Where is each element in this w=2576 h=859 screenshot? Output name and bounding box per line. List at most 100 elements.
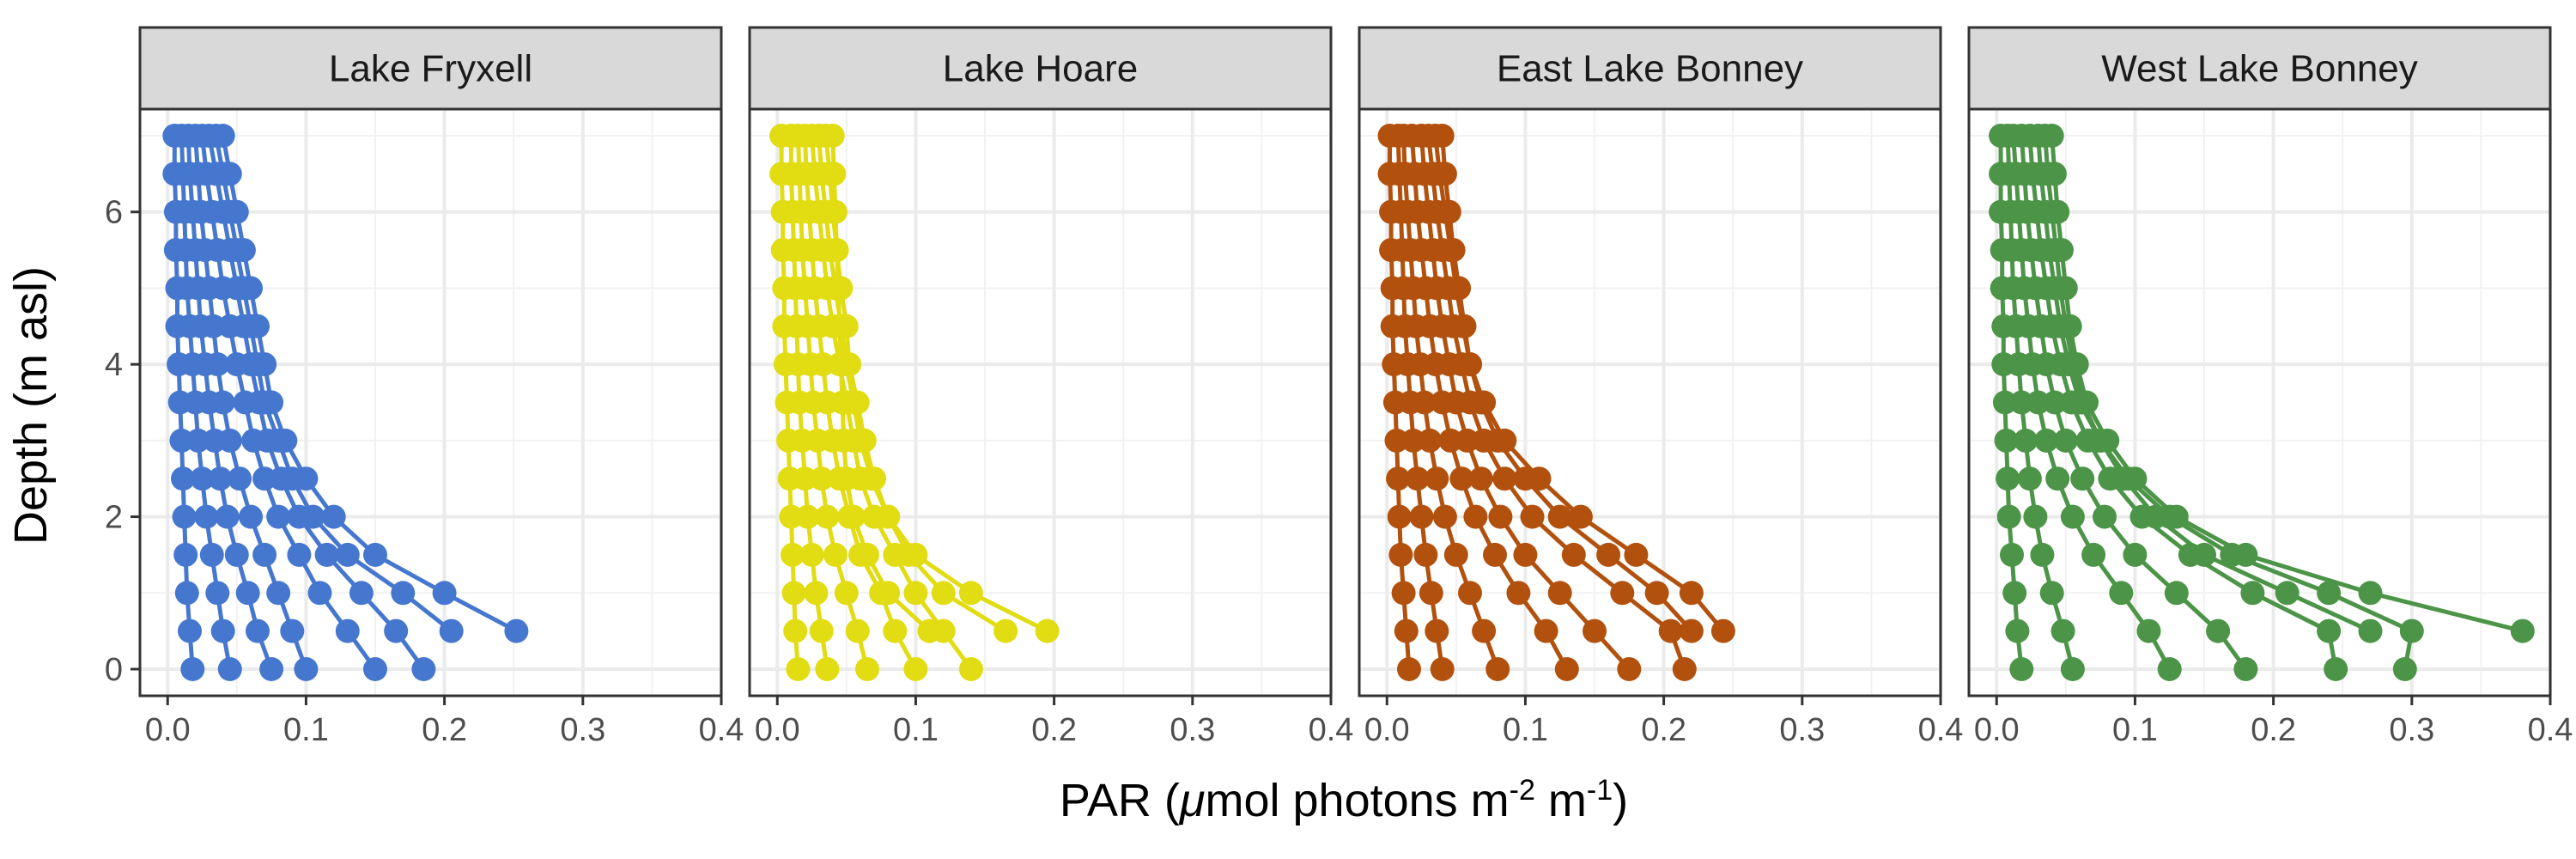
- data-point: [201, 314, 226, 338]
- data-point: [1624, 542, 1649, 567]
- series-group: [769, 124, 1060, 681]
- panel-1: Lake Hoare 0.0 0.1 0.2 0.3 0.4: [748, 26, 1353, 748]
- panel-strip: [1967, 26, 2552, 111]
- data-point: [781, 581, 806, 606]
- data-point: [1394, 618, 1419, 643]
- x-tick-label: 0.0: [1974, 712, 2020, 748]
- data-point: [2109, 581, 2134, 606]
- x-tick-label: 0.0: [145, 712, 191, 748]
- data-point: [228, 466, 252, 491]
- data-point: [2164, 504, 2189, 529]
- data-point: [841, 504, 866, 529]
- x-tick-label: 0.1: [893, 712, 939, 748]
- data-point: [210, 618, 235, 643]
- data-point: [2030, 542, 2055, 567]
- data-point: [2034, 428, 2059, 453]
- data-point: [252, 466, 277, 491]
- data-point: [1679, 618, 1704, 643]
- data-point: [903, 581, 928, 606]
- x-tick-label: 0.1: [1503, 712, 1548, 748]
- data-point: [1710, 618, 1735, 643]
- data-point: [224, 542, 249, 567]
- data-point: [301, 504, 325, 529]
- data-point: [1485, 657, 1510, 681]
- data-point: [2042, 161, 2067, 186]
- data-point: [2233, 657, 2258, 681]
- data-point: [1425, 466, 1449, 491]
- data-point: [852, 428, 877, 453]
- data-point: [1437, 199, 1461, 224]
- x-axis-title-sup1: -2: [1510, 774, 1535, 807]
- data-point: [1438, 428, 1463, 453]
- x-tick-label: 0.4: [699, 712, 744, 748]
- data-point: [2009, 657, 2034, 681]
- data-point: [1468, 466, 1493, 491]
- data-point: [2206, 618, 2231, 643]
- panel-border: [1358, 107, 1942, 698]
- data-point: [2233, 542, 2258, 567]
- data-point: [246, 314, 270, 338]
- data-point: [2070, 466, 2095, 491]
- data-point: [239, 276, 263, 301]
- data-point: [504, 618, 529, 643]
- data-point: [1443, 542, 1468, 567]
- data-point: [391, 581, 416, 606]
- data-point: [2157, 657, 2182, 681]
- data-point: [1996, 466, 2020, 491]
- data-point: [1432, 161, 1457, 186]
- data-point: [2050, 618, 2075, 643]
- data-point: [1534, 618, 1558, 643]
- data-point: [432, 581, 457, 606]
- data-point: [830, 390, 854, 415]
- data-point: [208, 466, 233, 491]
- data-point: [1400, 428, 1425, 453]
- data-point: [266, 504, 291, 529]
- data-point: [1391, 581, 1416, 606]
- data-point: [820, 124, 845, 148]
- series-group: [1989, 124, 2535, 681]
- data-point: [231, 238, 256, 263]
- data-point: [178, 618, 202, 643]
- data-point: [2053, 276, 2078, 301]
- x-tick-label: 0.1: [283, 712, 329, 748]
- data-point: [2042, 390, 2067, 415]
- data-point: [958, 581, 983, 606]
- data-point: [2399, 618, 2424, 643]
- data-point: [826, 276, 851, 301]
- x-tick-label: 0.3: [560, 712, 605, 748]
- data-point: [1386, 466, 1411, 491]
- data-point: [1419, 581, 1443, 606]
- data-point: [2510, 618, 2535, 643]
- data-point: [1679, 581, 1704, 606]
- x-tick-label: 0.2: [2251, 712, 2296, 748]
- data-point: [2045, 466, 2070, 491]
- data-point: [349, 581, 374, 606]
- x-axis-title: PAR (μmol photons m-2 m-1): [1060, 774, 1628, 826]
- data-point: [2009, 390, 2034, 415]
- data-point: [294, 657, 319, 681]
- data-point: [781, 542, 805, 567]
- data-point: [1425, 618, 1449, 643]
- data-point: [384, 618, 409, 643]
- data-point: [2017, 466, 2042, 491]
- y-tick-label: 6: [105, 195, 123, 231]
- data-point: [215, 504, 240, 529]
- data-point: [180, 657, 205, 681]
- data-point: [210, 124, 235, 148]
- data-point: [822, 161, 847, 186]
- x-tick-label: 0.4: [1918, 712, 1964, 748]
- data-point: [1412, 390, 1437, 415]
- data-point: [2075, 390, 2099, 415]
- data-point: [824, 238, 849, 263]
- data-point: [993, 618, 1018, 643]
- data-point: [217, 657, 242, 681]
- data-point: [1455, 428, 1479, 453]
- data-point: [823, 199, 848, 224]
- x-axis-title-middle2: m: [1535, 775, 1587, 826]
- x-tick-label: 0.3: [1779, 712, 1825, 748]
- data-point: [1658, 618, 1683, 643]
- data-point: [321, 504, 346, 529]
- data-point: [1483, 542, 1507, 567]
- data-point: [307, 581, 332, 606]
- panel-title: East Lake Bonney: [1497, 48, 1803, 90]
